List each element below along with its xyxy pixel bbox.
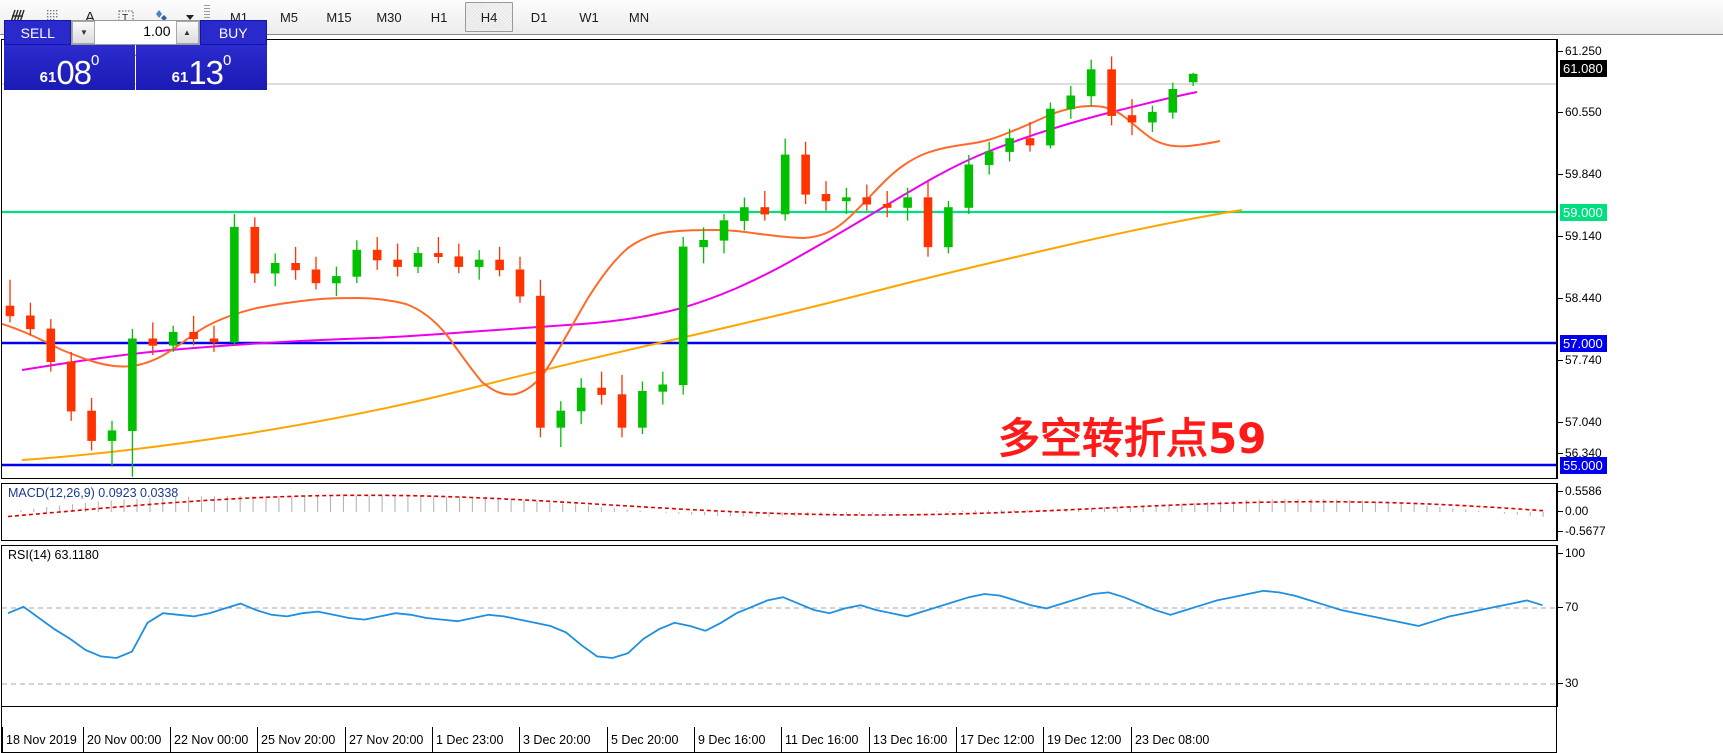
current-price-badge: 61.080: [1560, 60, 1607, 77]
objects-dropdown-icon[interactable]: [182, 2, 198, 32]
timeframe-m5[interactable]: M5: [279, 9, 299, 25]
sell-button[interactable]: SELL: [4, 20, 72, 45]
volume-decrease-icon[interactable]: ▼: [72, 21, 96, 44]
time-tick: [781, 727, 782, 753]
macd-tick-0: 0.5586: [1565, 484, 1602, 498]
volume-stepper[interactable]: ▼ 1.00 ▲: [71, 20, 200, 45]
time-tick: [519, 727, 520, 753]
time-label-8: 9 Dec 16:00: [698, 733, 766, 747]
time-tick: [257, 727, 258, 753]
chart-annotation-text: 多空转折点59: [998, 414, 1267, 463]
one-click-trading-panel[interactable]: SELL ▼ 1.00 ▲ BUY 61 08 0 61 13 0: [4, 20, 267, 90]
time-tick: [432, 727, 433, 753]
price-tick-6: 57.040: [1565, 415, 1602, 429]
rsi-header: RSI(14) 63.1180: [8, 548, 99, 562]
price-tick-3: 59.140: [1565, 229, 1602, 243]
support-level-badge-57: 57.000: [1560, 335, 1607, 352]
macd-header: MACD(12,26,9) 0.0923 0.0338: [8, 486, 179, 500]
sell-price-prefix: 61: [39, 69, 57, 86]
time-tick: [607, 727, 608, 753]
buy-price-prefix: 61: [171, 69, 189, 86]
macd-histogram: [20, 496, 1544, 517]
buy-button[interactable]: BUY: [199, 20, 267, 45]
time-label-12: 19 Dec 12:00: [1047, 733, 1122, 747]
timeframe-m30[interactable]: M30: [376, 9, 402, 25]
price-tick-0: 61.250: [1565, 44, 1602, 58]
time-tick: [694, 727, 695, 753]
time-label-9: 11 Dec 16:00: [785, 733, 859, 747]
pivot-level-badge: 59.000: [1560, 204, 1607, 221]
time-label-2: 22 Nov 00:00: [174, 733, 249, 747]
buy-price-display[interactable]: 61 13 0: [136, 45, 267, 90]
sell-price-display[interactable]: 61 08 0: [4, 45, 135, 90]
timeframe-w1[interactable]: W1: [579, 9, 599, 25]
macd-tick-2: -0.5677: [1565, 524, 1606, 538]
time-label-3: 25 Nov 20:00: [261, 733, 336, 747]
macd-axis[interactable]: 0.5586 0.00 -0.5677: [1557, 483, 1723, 541]
ma-fast-line: [2, 104, 1221, 396]
time-label-6: 3 Dec 20:00: [523, 733, 591, 747]
sell-price-point: 0: [91, 52, 100, 69]
price-tick-4: 58.440: [1565, 291, 1602, 305]
price-chart-svg: [2, 56, 1556, 477]
time-label-0: 18 Nov 2019: [6, 733, 77, 747]
time-tick: [1131, 727, 1132, 753]
objects-icon[interactable]: [146, 2, 178, 32]
support-level-badge-55: 55.000: [1560, 457, 1607, 474]
candlestick-series: [5, 56, 1198, 477]
text-tool-icon[interactable]: A: [84, 8, 95, 26]
macd-signal-line: [7, 494, 1544, 518]
price-pane[interactable]: USOil-,H4 60.960 61.100 60.900 61.080: [1, 39, 1557, 479]
price-tick-1: 60.550: [1565, 105, 1602, 119]
price-tick-7: 56.340: [1565, 446, 1602, 460]
time-tick: [170, 727, 171, 753]
time-tick: [345, 727, 346, 753]
ma-slow-line: [21, 209, 1243, 461]
rsi-tick-1: 70: [1565, 600, 1579, 614]
time-tick: [83, 727, 84, 753]
price-axis[interactable]: 61.250 60.550 59.840 59.140 58.440 57.74…: [1557, 39, 1723, 479]
time-tick: [956, 727, 957, 753]
time-label-13: 23 Dec 08:00: [1135, 733, 1210, 747]
time-label-10: 13 Dec 16:00: [873, 733, 948, 747]
time-axis[interactable]: 18 Nov 2019 20 Nov 00:00 22 Nov 00:00 25 No…: [1, 707, 1557, 753]
timeframe-m15[interactable]: M15: [326, 9, 352, 25]
price-tick-5: 57.740: [1565, 353, 1602, 367]
volume-input[interactable]: 1.00: [95, 21, 176, 44]
rsi-chart-svg: [2, 589, 1556, 685]
sell-price-main: 08: [56, 54, 92, 91]
rsi-tick-0: 100: [1565, 546, 1586, 560]
timeframe-h4[interactable]: H4: [465, 2, 513, 32]
time-tick: [869, 727, 870, 753]
time-label-7: 5 Dec 20:00: [611, 733, 679, 747]
svg-text:T: T: [122, 13, 128, 24]
timeframe-mn[interactable]: MN: [628, 9, 650, 25]
time-tick: [1043, 727, 1044, 753]
macd-chart-svg: [7, 494, 1544, 518]
rsi-line: [7, 589, 1543, 659]
timeframe-h1[interactable]: H1: [430, 9, 448, 25]
price-tick-2: 59.840: [1565, 167, 1602, 181]
macd-tick-1: 0.00: [1565, 504, 1589, 518]
timeframe-d1[interactable]: D1: [530, 9, 548, 25]
buy-price-point: 0: [223, 52, 232, 69]
ma-mid-line: [21, 91, 1198, 371]
rsi-tick-2: 30: [1565, 676, 1579, 690]
chart-area[interactable]: USOil-,H4 60.960 61.100 60.900 61.080 多空…: [0, 34, 1723, 753]
rsi-axis[interactable]: 100 70 30: [1557, 545, 1723, 707]
time-label-11: 17 Dec 12:00: [960, 733, 1035, 747]
toolbar-grip[interactable]: [204, 5, 210, 29]
time-label-5: 1 Dec 23:00: [436, 733, 504, 747]
rsi-pane[interactable]: RSI(14) 63.1180: [1, 545, 1557, 707]
macd-pane[interactable]: MACD(12,26,9) 0.0923 0.0338: [1, 483, 1557, 541]
time-tick: [2, 727, 3, 753]
buy-price-main: 13: [188, 54, 224, 91]
time-label-4: 27 Nov 20:00: [349, 733, 424, 747]
volume-increase-icon[interactable]: ▲: [175, 21, 199, 44]
time-label-1: 20 Nov 00:00: [87, 733, 162, 747]
